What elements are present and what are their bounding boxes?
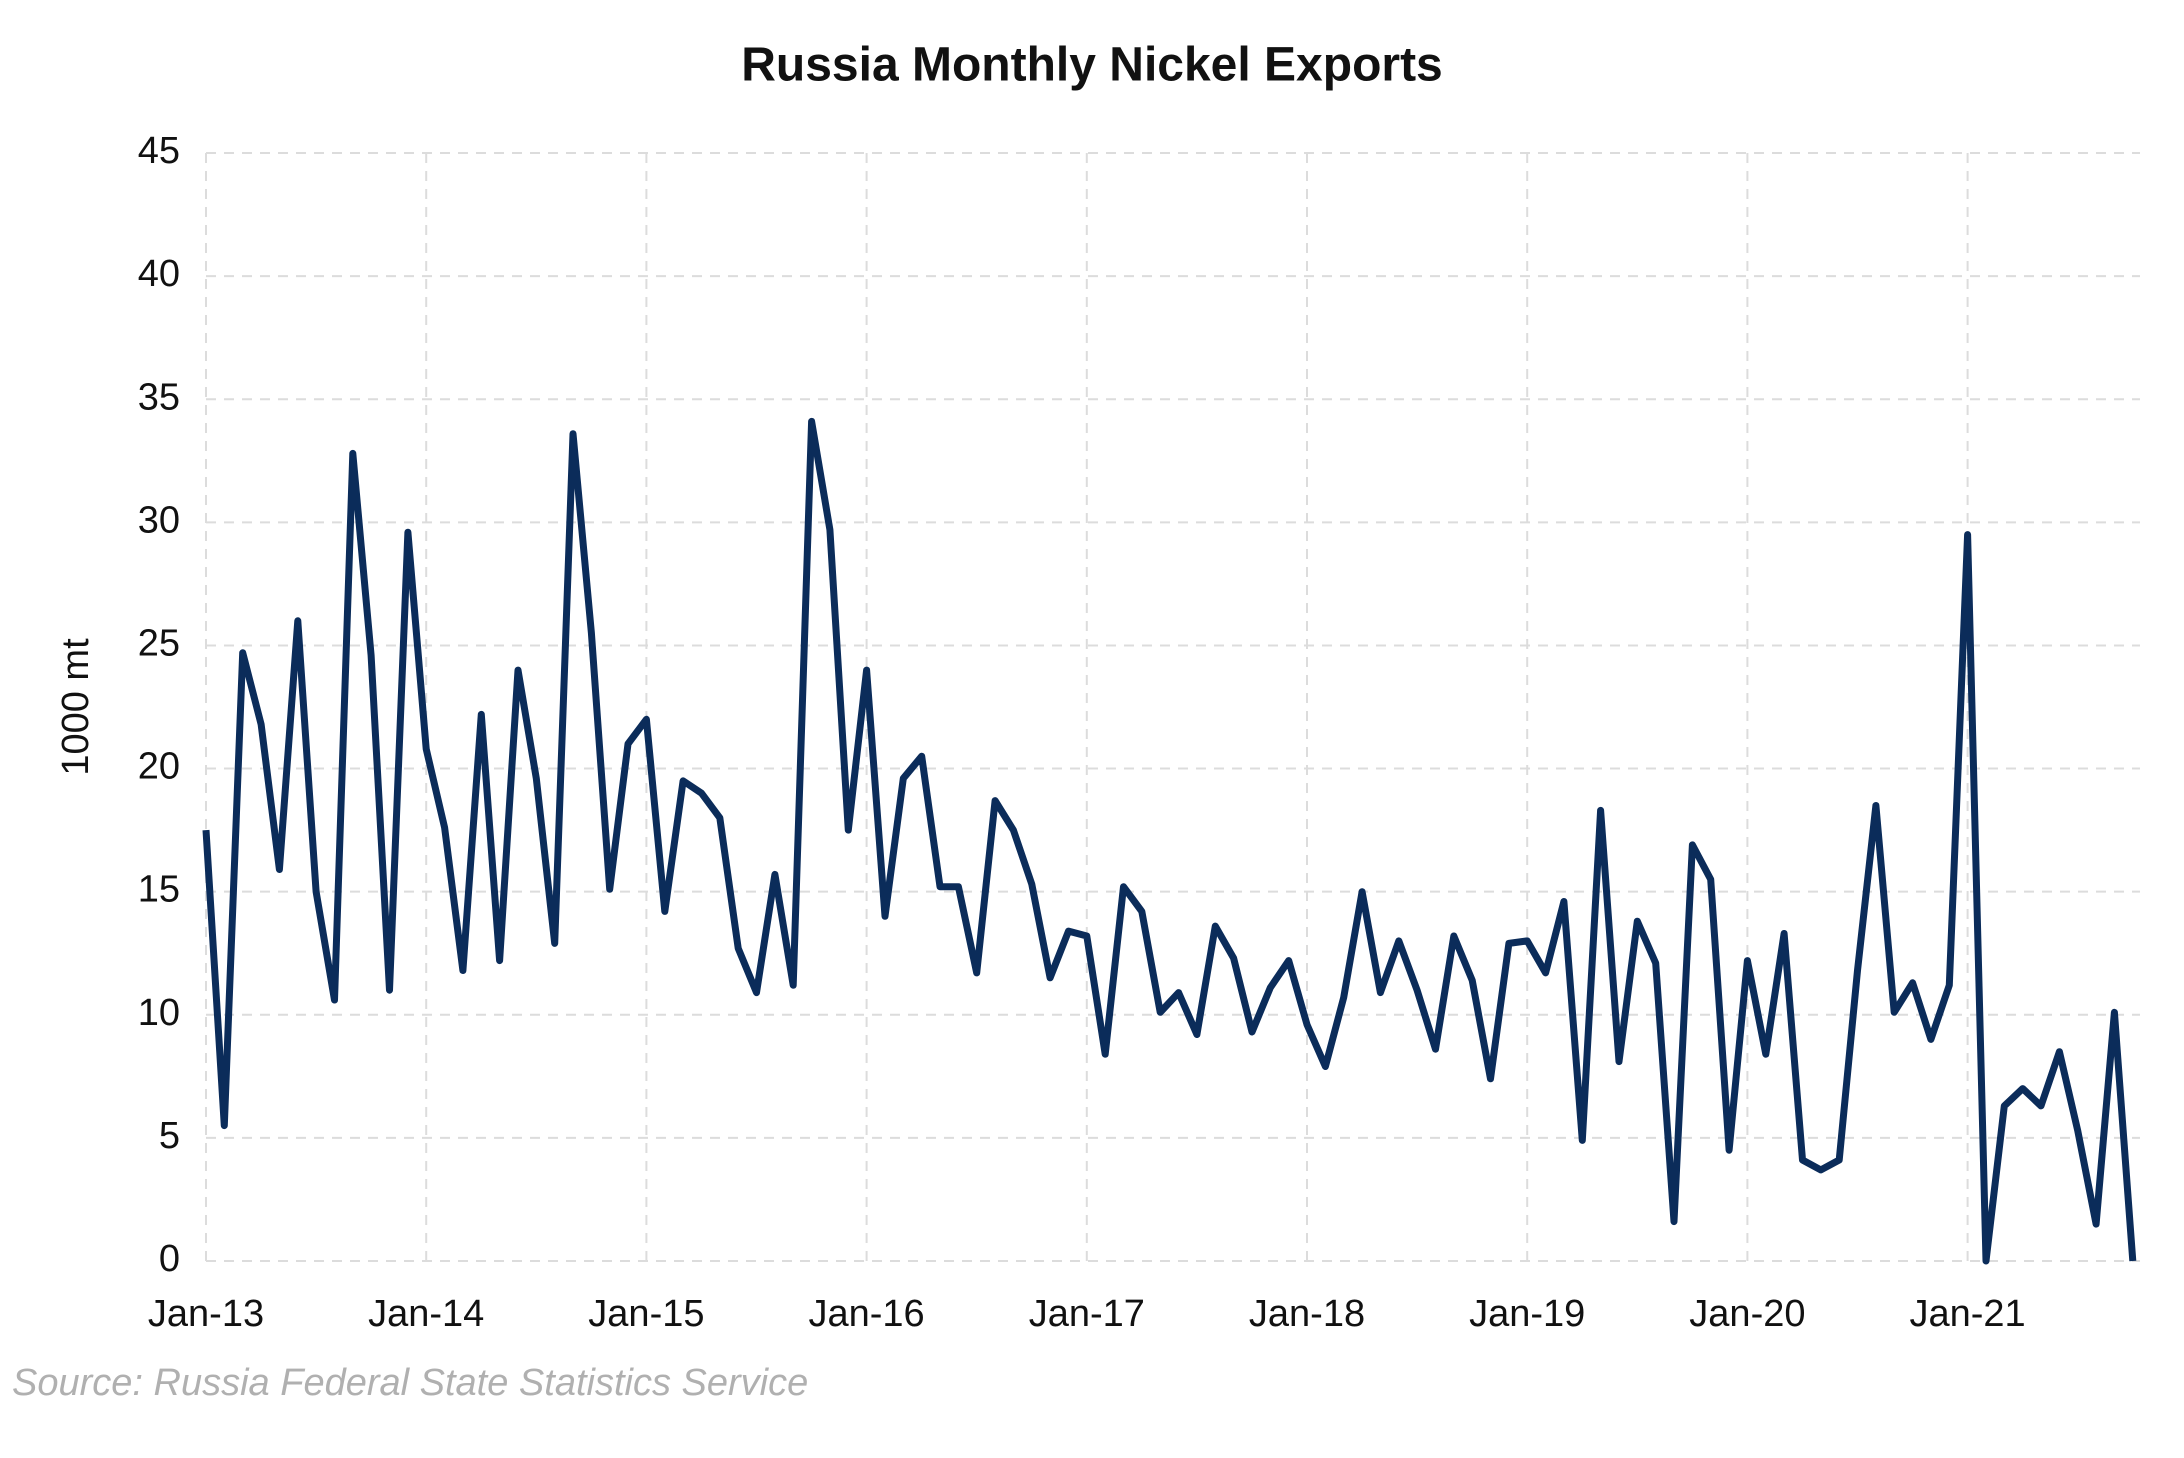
y-tick-label: 25 [138,622,180,664]
y-tick-label: 15 [138,869,180,911]
y-tick-label: 10 [138,992,180,1034]
y-tick-label: 5 [159,1115,180,1157]
source-note: Source: Russia Federal State Statistics … [12,1362,808,1404]
y-tick-label: 35 [138,376,180,418]
x-tick-label: Jan-21 [1909,1293,2025,1335]
y-axis-label: 1000 mt [55,638,97,776]
x-tick-label: Jan-20 [1689,1293,1805,1335]
y-tick-label: 20 [138,746,180,788]
x-tick-label: Jan-13 [148,1293,264,1335]
x-tick-label: Jan-19 [1469,1293,1585,1335]
x-tick-label: Jan-14 [368,1293,484,1335]
chart-title: Russia Monthly Nickel Exports [741,39,1443,92]
y-tick-label: 45 [138,130,180,172]
x-tick-label: Jan-16 [808,1293,924,1335]
x-tick-label: Jan-17 [1029,1293,1145,1335]
y-tick-label: 0 [159,1238,180,1280]
x-tick-label: Jan-18 [1249,1293,1365,1335]
x-tick-label: Jan-15 [588,1293,704,1335]
y-tick-label: 40 [138,253,180,295]
y-tick-label: 30 [138,499,180,541]
data-line [202,417,2137,1265]
